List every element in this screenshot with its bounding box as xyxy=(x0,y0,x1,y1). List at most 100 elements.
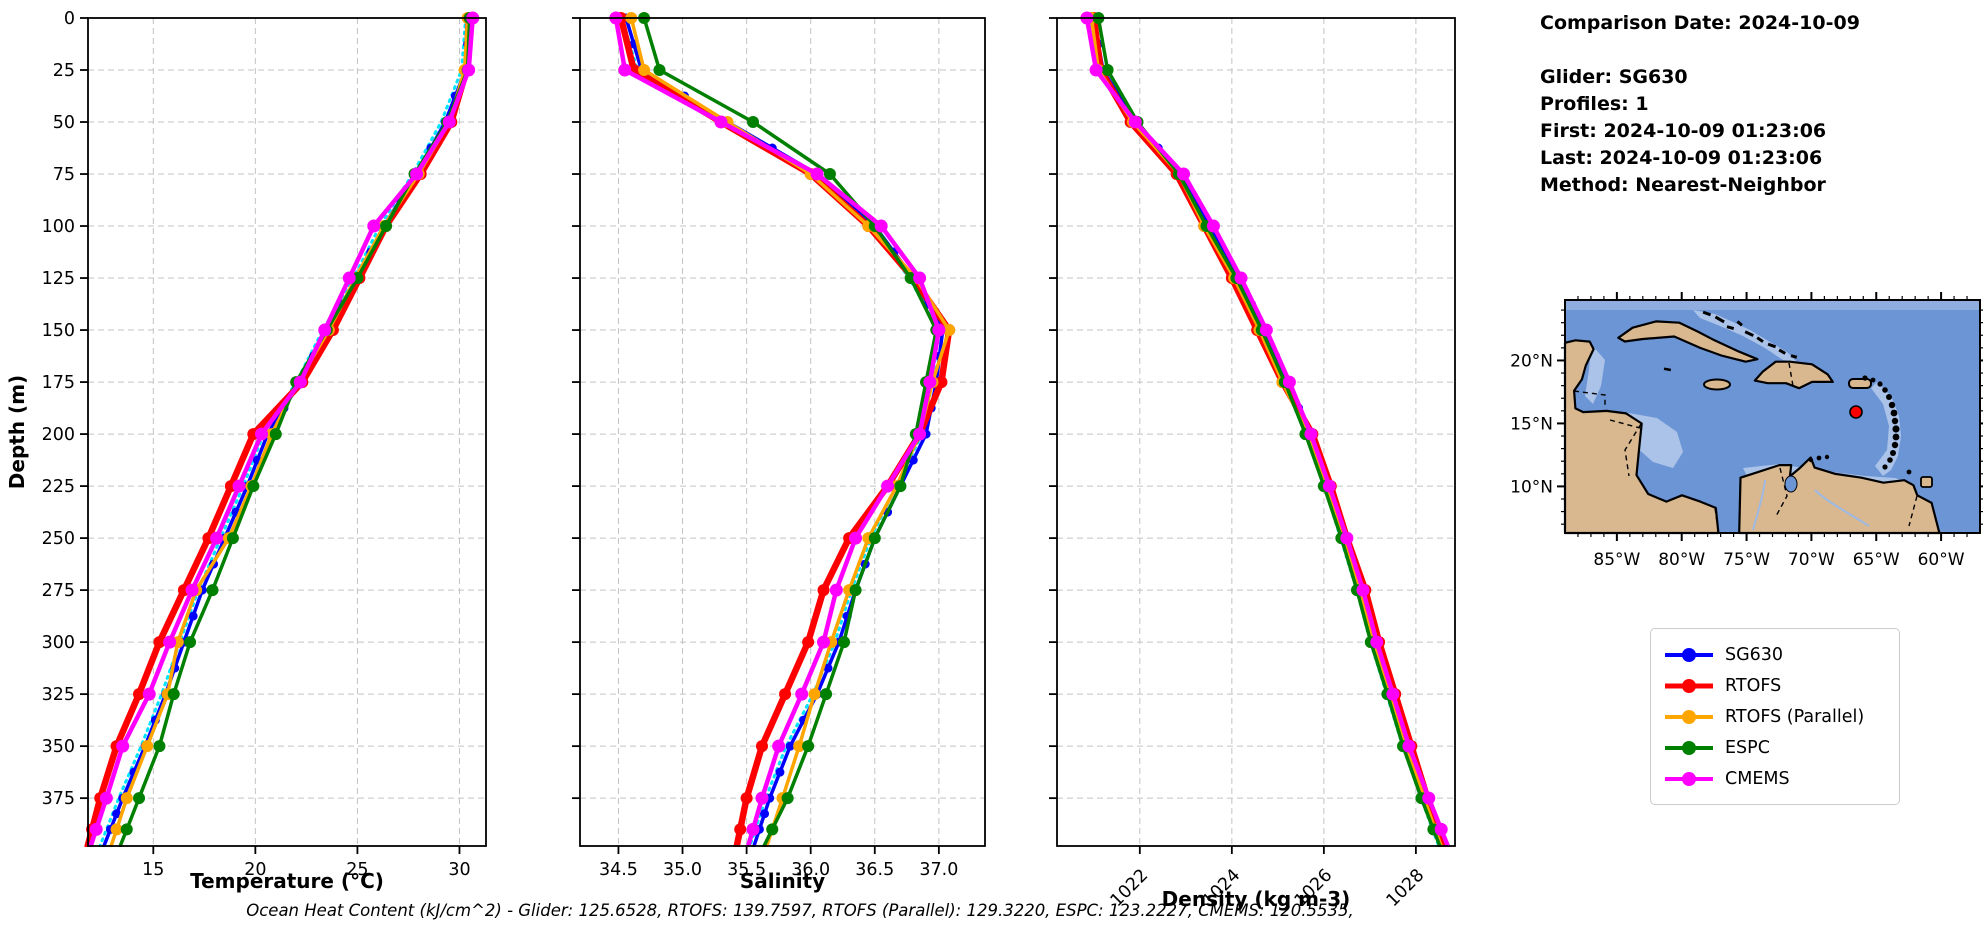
map-lat-tick-label: 20°N xyxy=(1510,351,1553,371)
depth-tick-label: 125 xyxy=(42,269,75,289)
depth-tick-label: 100 xyxy=(42,217,75,237)
x-tick-label: 15 xyxy=(142,860,164,880)
series-line-espc xyxy=(642,16,939,848)
map-land-central-america xyxy=(1563,339,1720,535)
series-line-cmems xyxy=(88,15,475,849)
series-markers xyxy=(120,12,476,836)
series-markers xyxy=(89,11,480,836)
legend-label: RTOFS (Parallel) xyxy=(1725,706,1865,727)
info-line xyxy=(1540,37,1970,64)
legend-label: CMEMS xyxy=(1725,768,1790,789)
chart-series-group xyxy=(609,11,956,850)
chart-panel-1: 34.5 35.0 35.5 36.0 36.5 37.0 Salinity xyxy=(570,11,995,893)
map-ocean-shade xyxy=(1565,300,1980,310)
x-tick-label: 25 xyxy=(346,860,368,880)
map-borders xyxy=(1573,362,1918,527)
info-line: Last: 2024-10-09 01:23:06 xyxy=(1540,147,1823,169)
series-markers xyxy=(615,12,956,836)
x-tick-label: 30 xyxy=(448,860,470,880)
series-markers xyxy=(625,12,956,836)
depth-tick-label: 200 xyxy=(42,425,75,445)
map-land-hispaniola xyxy=(1753,360,1834,390)
series-markers xyxy=(1080,11,1448,836)
x-tick-label: 36.0 xyxy=(791,860,830,880)
chart-panel-0: 0 25 50 75 100 125 150 175 200 225 250 275 300 325 350… xyxy=(5,9,496,893)
legend-line-marker-swatch xyxy=(1665,740,1713,755)
chart-series-group xyxy=(84,11,480,850)
series-line-espc xyxy=(118,16,472,848)
legend-line-marker-swatch xyxy=(1665,647,1713,662)
depth-tick-label: 300 xyxy=(42,633,75,653)
map-lon-tick-label: 75°W xyxy=(1723,550,1770,570)
depth-tick-label: 75 xyxy=(53,165,75,185)
depth-tick-label: 375 xyxy=(42,789,75,809)
info-line: Comparison Date: 2024-10-09 xyxy=(1540,12,1860,34)
series-line-cmems xyxy=(613,15,942,849)
location-map: 85°W 80°W 75°W 70°W 65°W 60°W 20°N 15°N 10°N xyxy=(1510,292,1983,570)
x-axis-title: Density (kg m-3) xyxy=(1162,887,1351,911)
depth-tick-label: 175 xyxy=(42,373,75,393)
series-markers xyxy=(110,12,474,836)
map-lon-tick-label: 70°W xyxy=(1788,550,1835,570)
glider-position-marker xyxy=(1849,405,1863,419)
plot-frame xyxy=(1056,17,1456,847)
legend-label: ESPC xyxy=(1725,737,1770,758)
depth-tick-label: 225 xyxy=(42,477,75,497)
map-land-trinidad xyxy=(1920,476,1933,488)
depth-tick-label: 25 xyxy=(53,61,75,81)
ocean-heat-content-text: Ocean Heat Content (kJ/cm^2) - Glider: 1… xyxy=(246,901,1354,920)
map-lon-tick-label: 60°W xyxy=(1918,550,1965,570)
series-line-glider-track xyxy=(1088,16,1441,848)
map-lesser-antilles xyxy=(1808,375,1912,475)
map-lake-maracaibo xyxy=(1784,475,1798,493)
map-lon-tick-label: 85°W xyxy=(1593,550,1640,570)
legend-item: ESPC xyxy=(1663,732,1885,763)
legend-item: RTOFS xyxy=(1663,670,1885,701)
plot-frame xyxy=(87,17,487,847)
series-markers xyxy=(621,13,948,834)
depth-tick-label: 250 xyxy=(42,529,75,549)
info-line: Profiles: 1 xyxy=(1540,93,1649,115)
series-line-glider-track xyxy=(98,16,468,848)
chart-series-group xyxy=(1080,11,1451,850)
legend-line-marker-swatch xyxy=(1665,771,1713,786)
legend-item: RTOFS (Parallel) xyxy=(1663,701,1885,732)
map-lat-tick-label: 10°N xyxy=(1510,477,1553,497)
x-tick-label: 37.0 xyxy=(919,860,958,880)
depth-tick-label: 325 xyxy=(42,685,75,705)
map-lat-tick-label: 15°N xyxy=(1510,414,1553,434)
x-tick-label: 35.0 xyxy=(663,860,702,880)
map-lon-tick-label: 80°W xyxy=(1658,550,1705,570)
y-axis-title: Depth (m) xyxy=(5,375,29,489)
x-tick-label: 20 xyxy=(244,860,266,880)
profile-charts: 0 25 50 75 100 125 150 175 200 225 250 275 300 325 350… xyxy=(5,9,1465,912)
map-bahamas xyxy=(1663,310,1798,372)
info-line: First: 2024-10-09 01:23:06 xyxy=(1540,120,1827,142)
legend-label: SG630 xyxy=(1725,644,1784,665)
series-line-cmems xyxy=(1084,15,1451,849)
map-ticks: 85°W 80°W 75°W 70°W 65°W 60°W 20°N 15°N 10°N xyxy=(1510,292,1983,570)
map-land-cuba xyxy=(1617,320,1759,363)
info-line: Glider: SG630 xyxy=(1540,66,1688,88)
series-line-espc xyxy=(1096,16,1442,848)
map-rivers xyxy=(1752,479,1870,531)
series-line-rtofs xyxy=(84,14,472,850)
series-markers xyxy=(638,12,943,836)
depth-tick-label: 150 xyxy=(42,321,75,341)
legend-label: RTOFS xyxy=(1725,675,1782,696)
depth-tick-label: 50 xyxy=(53,113,75,133)
map-land-puerto-rico xyxy=(1848,378,1872,389)
x-tick-label: 36.5 xyxy=(855,860,894,880)
depth-tick-label: 0 xyxy=(64,9,75,29)
legend-line-marker-swatch xyxy=(1665,678,1713,693)
series-markers xyxy=(609,11,946,836)
chart-legend: SG630 RTOFS RTOFS (Parallel) ESPC CMEMS xyxy=(1650,628,1900,805)
legend-item: CMEMS xyxy=(1663,763,1885,794)
map-lon-tick-label: 65°W xyxy=(1853,550,1900,570)
depth-tick-label: 275 xyxy=(42,581,75,601)
map-body xyxy=(1563,299,1981,535)
depth-tick-label: 350 xyxy=(42,737,75,757)
x-axis-title: Temperature (°C) xyxy=(190,869,384,893)
